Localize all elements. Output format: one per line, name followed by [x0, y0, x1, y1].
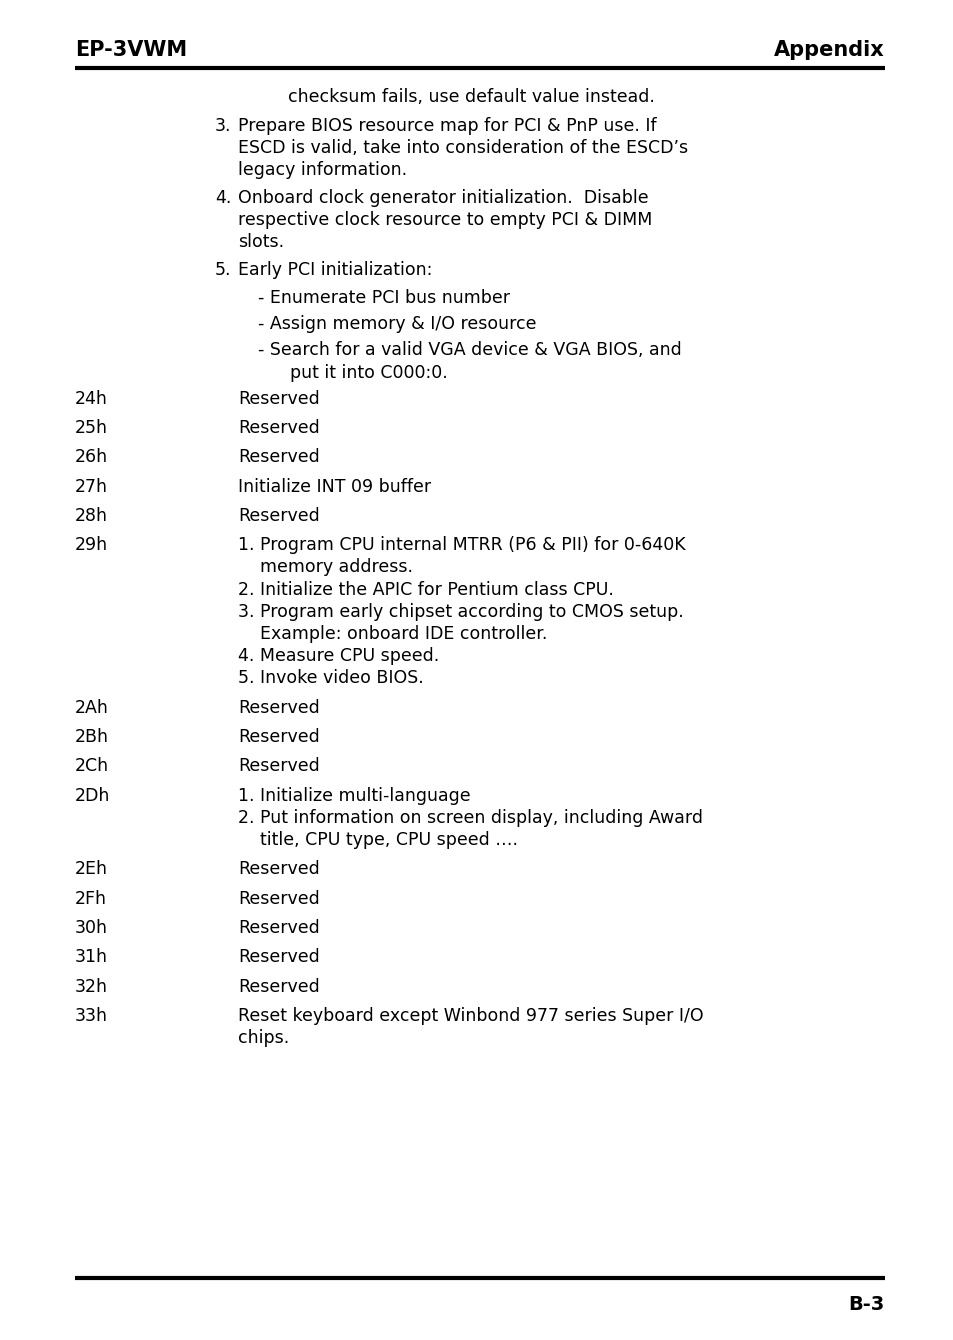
Text: 5.: 5. [214, 261, 232, 279]
Text: put it into C000:0.: put it into C000:0. [290, 363, 447, 382]
Text: 24h: 24h [75, 390, 108, 407]
Text: Reset keyboard except Winbond 977 series Super I/O: Reset keyboard except Winbond 977 series… [237, 1006, 703, 1025]
Text: Reserved: Reserved [237, 890, 319, 907]
Text: Reserved: Reserved [237, 919, 319, 937]
Text: checksum fails, use default value instead.: checksum fails, use default value instea… [288, 88, 654, 106]
Text: 4.: 4. [214, 189, 232, 206]
Text: 2Bh: 2Bh [75, 728, 109, 746]
Text: slots.: slots. [237, 233, 284, 252]
Text: Reserved: Reserved [237, 860, 319, 878]
Text: 25h: 25h [75, 419, 108, 437]
Text: 3. Program early chipset according to CMOS setup.: 3. Program early chipset according to CM… [237, 603, 683, 620]
Text: Reserved: Reserved [237, 449, 319, 466]
Text: 2Ch: 2Ch [75, 757, 109, 776]
Text: Onboard clock generator initialization.  Disable: Onboard clock generator initialization. … [237, 189, 648, 206]
Text: 2. Put information on screen display, including Award: 2. Put information on screen display, in… [237, 809, 702, 827]
Text: 29h: 29h [75, 536, 108, 555]
Text: 1. Initialize multi-language: 1. Initialize multi-language [237, 787, 470, 804]
Text: 2Eh: 2Eh [75, 860, 108, 878]
Text: chips.: chips. [237, 1029, 289, 1047]
Text: 3.: 3. [214, 117, 232, 135]
Text: legacy information.: legacy information. [237, 161, 407, 180]
Text: - Search for a valid VGA device & VGA BIOS, and: - Search for a valid VGA device & VGA BI… [257, 342, 681, 359]
Text: title, CPU type, CPU speed ….: title, CPU type, CPU speed …. [260, 831, 517, 850]
Text: Initialize INT 09 buffer: Initialize INT 09 buffer [237, 477, 431, 496]
Text: 33h: 33h [75, 1006, 108, 1025]
Text: 32h: 32h [75, 978, 108, 996]
Text: Reserved: Reserved [237, 507, 319, 525]
Text: Reserved: Reserved [237, 419, 319, 437]
Text: B-3: B-3 [848, 1294, 884, 1315]
Text: memory address.: memory address. [260, 559, 413, 576]
Text: 5. Invoke video BIOS.: 5. Invoke video BIOS. [237, 670, 423, 687]
Text: Reserved: Reserved [237, 978, 319, 996]
Text: Reserved: Reserved [237, 390, 319, 407]
Text: 2Fh: 2Fh [75, 890, 107, 907]
Text: Appendix: Appendix [774, 40, 884, 60]
Text: - Enumerate PCI bus number: - Enumerate PCI bus number [257, 289, 510, 307]
Text: Reserved: Reserved [237, 698, 319, 717]
Text: 28h: 28h [75, 507, 108, 525]
Text: EP-3VWM: EP-3VWM [75, 40, 187, 60]
Text: Example: onboard IDE controller.: Example: onboard IDE controller. [260, 624, 547, 643]
Text: Reserved: Reserved [237, 757, 319, 776]
Text: 4. Measure CPU speed.: 4. Measure CPU speed. [237, 647, 438, 665]
Text: 2. Initialize the APIC for Pentium class CPU.: 2. Initialize the APIC for Pentium class… [237, 580, 613, 599]
Text: 31h: 31h [75, 949, 108, 966]
Text: Reserved: Reserved [237, 949, 319, 966]
Text: 2Dh: 2Dh [75, 787, 111, 804]
Text: 30h: 30h [75, 919, 108, 937]
Text: 27h: 27h [75, 477, 108, 496]
Text: Prepare BIOS resource map for PCI & PnP use. If: Prepare BIOS resource map for PCI & PnP … [237, 117, 656, 135]
Text: - Assign memory & I/O resource: - Assign memory & I/O resource [257, 315, 536, 334]
Text: respective clock resource to empty PCI & DIMM: respective clock resource to empty PCI &… [237, 212, 652, 229]
Text: 2Ah: 2Ah [75, 698, 109, 717]
Text: 1. Program CPU internal MTRR (P6 & PII) for 0-640K: 1. Program CPU internal MTRR (P6 & PII) … [237, 536, 685, 555]
Text: Reserved: Reserved [237, 728, 319, 746]
Text: Early PCI initialization:: Early PCI initialization: [237, 261, 432, 279]
Text: ESCD is valid, take into consideration of the ESCD’s: ESCD is valid, take into consideration o… [237, 139, 687, 157]
Text: 26h: 26h [75, 449, 108, 466]
